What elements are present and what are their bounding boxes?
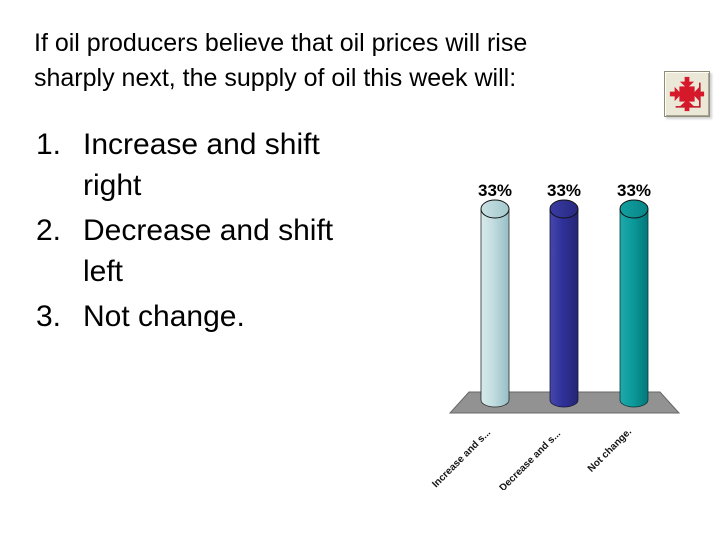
option-number: 2. — [36, 214, 62, 247]
bar-category-label: Decrease and s... — [498, 428, 564, 490]
arrow-left-stem — [669, 91, 676, 97]
answer-option-3: 3. Not change. — [36, 296, 368, 337]
question-title: If oil producers believe that oil prices… — [34, 29, 528, 92]
answer-options-list: 1. Increase and shift right 2. Decrease … — [36, 124, 368, 341]
results-chart: 33% 33% 33% Increase and s... Decrease a… — [430, 181, 681, 490]
arrow-right-stem — [698, 91, 705, 97]
arrow-right-head — [692, 86, 700, 102]
bar-decrease — [549, 208, 579, 408]
arrow-left-head — [674, 86, 682, 102]
collapse-arrows-icon — [669, 76, 705, 112]
bar-increase — [480, 208, 510, 408]
option-number: 1. — [36, 128, 62, 161]
bar-value-label: 33% — [617, 181, 651, 200]
bar-category-label: Increase and s... — [430, 427, 493, 490]
bar-increase-cap — [480, 199, 510, 219]
option-number: 3. — [36, 300, 62, 333]
response-indicator-button[interactable] — [664, 71, 710, 117]
arrow-bottom-head — [679, 99, 695, 107]
bar-value-label: 33% — [478, 181, 512, 200]
bar-category-label: Not change. — [586, 426, 634, 474]
answer-option-1: 1. Increase and shift right — [36, 124, 368, 206]
option-label: Decrease and shift left — [83, 214, 334, 288]
option-label: Not change. — [83, 300, 245, 333]
bar-value-label: 33% — [547, 181, 581, 200]
corner-frame-line — [675, 82, 701, 108]
arrow-top-stem — [684, 76, 690, 83]
bar-not-change — [619, 208, 649, 408]
collapse-arrows-glyph — [669, 76, 705, 112]
arrow-top-head — [679, 81, 695, 89]
bar-decrease-cap — [549, 199, 579, 219]
answer-option-2: 2. Decrease and shift left — [36, 210, 368, 292]
arrow-bottom-stem — [684, 105, 690, 112]
bar-not-change-cap — [619, 199, 649, 219]
option-label: Increase and shift right — [83, 128, 320, 202]
center-square — [679, 86, 695, 102]
